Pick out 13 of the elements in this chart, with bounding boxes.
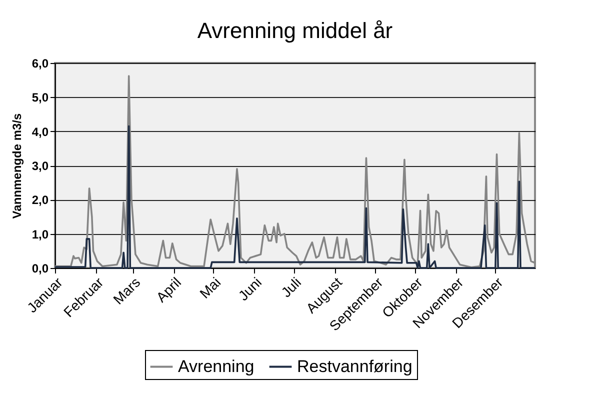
y-tick-label: 2,0 <box>32 193 49 208</box>
y-tick-label: 3,0 <box>32 159 49 173</box>
y-tick-label: 4,0 <box>32 124 49 139</box>
y-tick-label: 6,0 <box>32 56 49 70</box>
y-axis-title: Vannmengde m3/s <box>10 112 24 219</box>
x-tick-label: Mai <box>196 274 224 302</box>
y-tick-label: 1,0 <box>32 227 49 242</box>
chart-title: Avrenning middel år <box>197 18 393 43</box>
legend-label: Restvannføring <box>297 356 412 376</box>
legend-label: Avrenning <box>178 356 254 376</box>
y-tick-label: 0,0 <box>32 262 49 276</box>
x-tick-label: Juli <box>278 274 304 300</box>
y-tick-label: 5,0 <box>32 90 49 105</box>
